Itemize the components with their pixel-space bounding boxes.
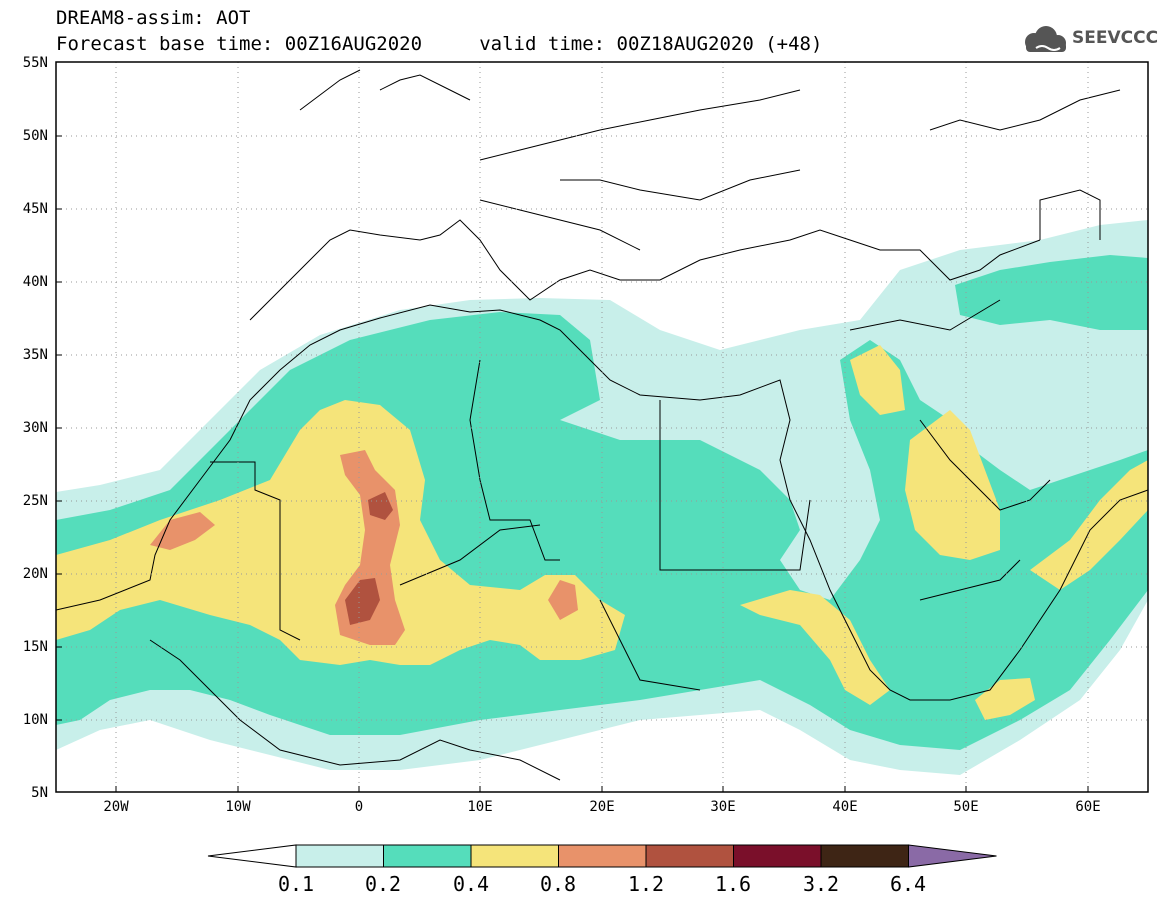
- lon-label: 30E: [710, 799, 736, 815]
- lat-label: 50N: [22, 128, 48, 144]
- colorbar-label: 0.2: [364, 872, 402, 896]
- aot-field-orange: [548, 580, 578, 620]
- aot-field-yellow: [975, 678, 1035, 720]
- graticule: [56, 62, 1148, 792]
- colorbar-label: 1.2: [627, 872, 665, 896]
- aot-field-yellow: [740, 590, 890, 705]
- lat-label: 15N: [22, 639, 48, 655]
- colorbar-label: 1.6: [714, 872, 752, 896]
- lat-label: 45N: [22, 201, 48, 217]
- lat-label: 40N: [22, 274, 48, 290]
- lon-label: 20W: [103, 799, 129, 815]
- lat-label: 30N: [22, 420, 48, 436]
- aot-field-yellow: [905, 410, 1000, 560]
- lon-label: 40E: [832, 799, 858, 815]
- colorbar-label: 6.4: [889, 872, 927, 896]
- lat-label: 10N: [22, 712, 48, 728]
- coastlines: [56, 69, 1148, 781]
- colorbar-label: 3.2: [802, 872, 840, 896]
- seevccc-logo: [1025, 26, 1066, 52]
- aot-field-brown: [345, 578, 380, 625]
- lon-label: 0: [354, 799, 364, 815]
- lon-label: 50E: [953, 799, 979, 815]
- aot-field-yellow: [850, 345, 905, 415]
- map-title: DREAM8-assim: AOT: [56, 7, 251, 29]
- lon-label: 60E: [1075, 799, 1101, 815]
- aot-field-green: [955, 255, 1148, 330]
- aot-field-yellow: [56, 400, 625, 665]
- logo-text: SEEVCCC: [1072, 28, 1159, 48]
- lon-label: 20E: [589, 799, 615, 815]
- lat-label: 20N: [22, 566, 48, 582]
- axis-ticks: [56, 135, 1089, 792]
- cloud-icon: [1025, 26, 1066, 52]
- lat-label: 25N: [22, 493, 48, 509]
- colorbar-label: 0.8: [539, 872, 577, 896]
- lon-label: 10E: [467, 799, 493, 815]
- lat-label: 5N: [31, 785, 48, 801]
- aot-field-orange: [150, 512, 215, 550]
- aot-field-yellow: [1030, 460, 1148, 590]
- colorbar-label: 0.4: [452, 872, 490, 896]
- lat-label: 55N: [22, 55, 48, 71]
- colorbar-label: 0.1: [277, 872, 315, 896]
- forecast-time-line: Forecast base time: 00Z16AUG2020 valid t…: [56, 33, 823, 55]
- lat-label: 35N: [22, 347, 48, 363]
- aot-field-brown: [368, 492, 393, 520]
- lon-label: 10W: [225, 799, 251, 815]
